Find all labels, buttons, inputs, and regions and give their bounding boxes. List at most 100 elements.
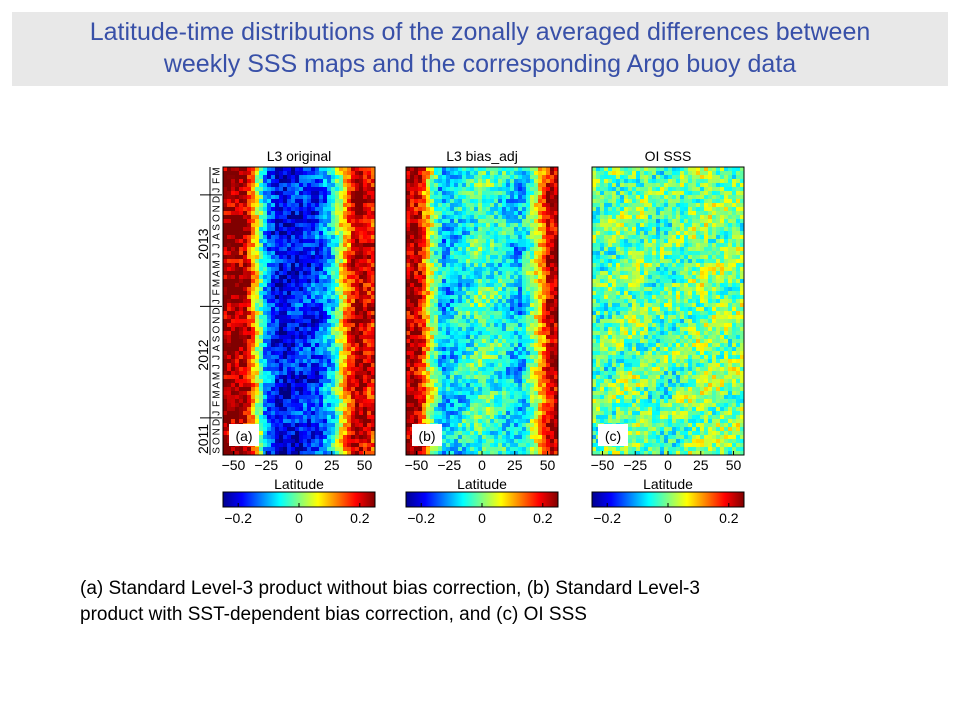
- heatmap-cell: [291, 379, 296, 384]
- heatmap-cell: [279, 383, 284, 388]
- heatmap-cell: [347, 383, 352, 388]
- heatmap-cell: [538, 295, 543, 300]
- heatmap-cell: [239, 271, 244, 276]
- heatmap-cell: [251, 419, 256, 424]
- heatmap-cell: [494, 211, 499, 216]
- heatmap-cell: [414, 351, 419, 356]
- heatmap-cell: [343, 283, 348, 288]
- heatmap-cell: [247, 171, 252, 176]
- heatmap-cell: [546, 279, 551, 284]
- heatmap-cell: [259, 211, 264, 216]
- heatmap-cell: [339, 263, 344, 268]
- heatmap-cell: [510, 223, 515, 228]
- heatmap-cell: [259, 399, 264, 404]
- heatmap-cell: [371, 375, 376, 380]
- heatmap-cell: [518, 259, 523, 264]
- heatmap-cell: [510, 291, 515, 296]
- heatmap-cell: [474, 383, 479, 388]
- heatmap-cell: [271, 307, 276, 312]
- heatmap-cell: [343, 299, 348, 304]
- heatmap-cell: [355, 419, 360, 424]
- heatmap-cell: [466, 263, 471, 268]
- heatmap-cell: [430, 331, 435, 336]
- heatmap-cell: [255, 191, 260, 196]
- heatmap-cell: [227, 183, 232, 188]
- heatmap-cell: [510, 279, 515, 284]
- heatmap-cell: [359, 191, 364, 196]
- heatmap-cell: [331, 203, 336, 208]
- heatmap-cell: [454, 355, 459, 360]
- heatmap-cell: [267, 251, 272, 256]
- heatmap-cell: [235, 187, 240, 192]
- heatmap-cell: [363, 211, 368, 216]
- heatmap-cell: [295, 227, 300, 232]
- heatmap-cell: [291, 363, 296, 368]
- heatmap-cell: [295, 219, 300, 224]
- heatmap-cell: [466, 355, 471, 360]
- heatmap-cell: [275, 351, 280, 356]
- heatmap-cell: [371, 431, 376, 436]
- heatmap-cell: [315, 399, 320, 404]
- heatmap-cell: [442, 351, 447, 356]
- heatmap-cell: [351, 299, 356, 304]
- heatmap-cell: [263, 267, 268, 272]
- heatmap-cell: [287, 351, 292, 356]
- heatmap-cell: [263, 235, 268, 240]
- heatmap-cell: [263, 223, 268, 228]
- heatmap-cell: [530, 367, 535, 372]
- heatmap-cell: [482, 335, 487, 340]
- heatmap-cell: [514, 227, 519, 232]
- heatmap-cell: [542, 243, 547, 248]
- heatmap-cell: [343, 423, 348, 428]
- heatmap-cell: [518, 383, 523, 388]
- heatmap-cell: [343, 243, 348, 248]
- heatmap-cell: [235, 323, 240, 328]
- heatmap-cell: [418, 207, 423, 212]
- heatmap-cell: [414, 195, 419, 200]
- heatmap-cell: [263, 183, 268, 188]
- heatmap-cell: [355, 235, 360, 240]
- heatmap-cell: [235, 287, 240, 292]
- heatmap-cell: [554, 259, 559, 264]
- heatmap-cell: [251, 407, 256, 412]
- heatmap-cell: [363, 427, 368, 432]
- heatmap-cell: [275, 219, 280, 224]
- heatmap-cell: [267, 451, 272, 456]
- heatmap-cell: [534, 215, 539, 220]
- heatmap-cell: [227, 323, 232, 328]
- heatmap-cell: [482, 231, 487, 236]
- heatmap-cell: [478, 211, 483, 216]
- heatmap-cell: [538, 199, 543, 204]
- heatmap-cell: [478, 287, 483, 292]
- heatmap-cell: [466, 351, 471, 356]
- heatmap-cell: [534, 363, 539, 368]
- heatmap-cell: [307, 403, 312, 408]
- heatmap-cell: [235, 283, 240, 288]
- heatmap-cell: [367, 247, 372, 252]
- heatmap-cell: [223, 279, 228, 284]
- heatmap-cell: [426, 355, 431, 360]
- heatmap-cell: [494, 259, 499, 264]
- heatmap-cell: [247, 207, 252, 212]
- heatmap-cell: [518, 351, 523, 356]
- heatmap-cell: [414, 379, 419, 384]
- heatmap-cell: [271, 391, 276, 396]
- heatmap-cell: [450, 227, 455, 232]
- heatmap-cell: [331, 219, 336, 224]
- heatmap-cell: [454, 287, 459, 292]
- heatmap-cell: [438, 287, 443, 292]
- heatmap-cell: [363, 283, 368, 288]
- heatmap-cell: [490, 327, 495, 332]
- heatmap-cell: [263, 327, 268, 332]
- heatmap-cell: [327, 419, 332, 424]
- heatmap-cell: [418, 251, 423, 256]
- heatmap-cell: [295, 275, 300, 280]
- heatmap-cell: [530, 383, 535, 388]
- heatmap-cell: [542, 183, 547, 188]
- heatmap-cell: [271, 195, 276, 200]
- heatmap-cell: [307, 451, 312, 456]
- heatmap-cell: [251, 323, 256, 328]
- heatmap-cell: [359, 427, 364, 432]
- heatmap-cell: [526, 323, 531, 328]
- heatmap-cell: [359, 407, 364, 412]
